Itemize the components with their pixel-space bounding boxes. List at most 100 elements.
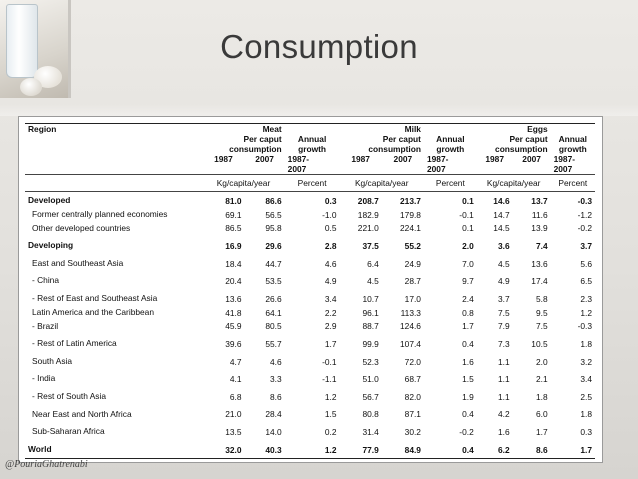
value-cell: 28.7 — [404, 276, 421, 287]
value-cell: -0.2 — [577, 223, 592, 234]
value-cell: 1.9 — [462, 391, 474, 402]
period-label: 2007 — [553, 164, 573, 174]
value-cell: 64.1 — [265, 307, 282, 318]
value-cell: 1.5 — [462, 374, 474, 385]
value-cell: -0.3 — [577, 321, 592, 332]
value-cell: 4.6 — [324, 258, 337, 269]
region-label: Developing — [28, 240, 74, 251]
value-cell: 87.1 — [404, 409, 421, 420]
region-label: Near East and North Africa — [32, 408, 132, 419]
region-label: - Rest of Latin America — [32, 338, 117, 349]
value-cell: 52.3 — [362, 356, 379, 367]
value-cell: 13.6 — [225, 293, 242, 304]
table-row: Latin America and the Caribbean 41.8 64.1 2… — [25, 308, 595, 318]
region-label: - China — [32, 275, 59, 286]
value-cell: 1.6 — [497, 426, 510, 437]
value-cell: 2.3 — [580, 293, 592, 304]
value-cell: 4.5 — [497, 258, 510, 269]
units-row: Kg/capita/year Percent Kg/capita/year Pe… — [25, 174, 595, 192]
value-cell: 28.4 — [265, 409, 282, 420]
period-label: 1987- — [426, 154, 449, 164]
growth-label: growth — [558, 144, 587, 154]
value-cell: 0.4 — [462, 338, 474, 349]
region-label: Latin America and the Caribbean — [32, 307, 154, 318]
per-caput-label: Per caput — [509, 134, 548, 144]
value-cell: 4.7 — [229, 356, 242, 367]
value-cell: 8.6 — [512, 440, 551, 460]
value-cell: 124.6 — [400, 321, 421, 332]
title-divider — [0, 104, 638, 116]
value-cell: 31.4 — [362, 426, 379, 437]
slide-title: Consumption — [220, 28, 418, 65]
value-cell: -1.0 — [322, 209, 337, 220]
value-cell: 8.6 — [270, 391, 282, 402]
table-row: East and Southeast Asia 18.4 44.7 4.6 6.4 24.… — [25, 255, 595, 273]
value-cell: 4.5 — [367, 276, 379, 287]
region-label: - Brazil — [32, 320, 59, 331]
value-cell: 56.7 — [362, 391, 379, 402]
value-cell: 6.8 — [229, 391, 242, 402]
value-cell: 7.3 — [497, 338, 510, 349]
growth-label: growth — [436, 144, 465, 154]
value-cell: 44.7 — [265, 258, 282, 269]
consumption-label: consumption — [368, 144, 421, 154]
value-cell: 7.0 — [462, 258, 474, 269]
table-row: - Brazil 45.9 80.5 2.9 88.7 124.6 1.7 7.9 7.5 -0.… — [25, 318, 595, 336]
value-cell: 1.5 — [324, 409, 337, 420]
milk-glass-image — [6, 4, 38, 78]
value-cell: 30.2 — [404, 426, 421, 437]
value-cell: 0.8 — [462, 307, 474, 318]
value-cell: 14.5 — [493, 223, 510, 234]
value-cell: 5.6 — [580, 258, 592, 269]
value-cell: 1.1 — [497, 374, 510, 385]
value-cell: 56.5 — [265, 209, 282, 220]
value-cell: 224.1 — [400, 223, 421, 234]
table-row: - Rest of Latin America 39.6 55.7 1.7 99.9 10… — [25, 335, 595, 353]
value-cell: 4.6 — [270, 356, 282, 367]
value-cell: 213.7 — [400, 195, 421, 206]
value-cell: 10.7 — [362, 293, 379, 304]
value-cell: 45.9 — [225, 321, 242, 332]
per-caput-label: Per caput — [243, 134, 282, 144]
table-row: Developing 16.9 29.6 2.8 37.5 55.2 2.0 3.6 7.4 3.… — [25, 237, 595, 255]
value-cell: 1.2 — [284, 440, 340, 460]
value-cell: 3.3 — [270, 374, 282, 385]
table-row: - China 20.4 53.5 4.9 4.5 28.7 9.7 4.9 17.4 6.5 — [25, 272, 595, 290]
value-cell: 81.0 — [225, 195, 242, 206]
value-cell: 1.7 — [550, 440, 595, 460]
value-cell: 7.5 — [497, 307, 510, 318]
region-label: Former centrally planned economies — [32, 209, 168, 220]
table-row: Other developed countries 86.5 95.8 0.5 221.… — [25, 220, 595, 238]
value-cell: 99.9 — [362, 338, 379, 349]
value-cell: -0.3 — [577, 195, 592, 206]
value-cell: 14.0 — [265, 426, 282, 437]
value-cell: 32.0 — [202, 440, 245, 460]
region-label: - Rest of East and Southeast Asia — [32, 292, 158, 303]
region-label: South Asia — [32, 355, 73, 366]
annual-label: Annual — [436, 134, 465, 144]
meat-header: Meat — [262, 124, 282, 134]
value-cell: 55.2 — [404, 240, 421, 251]
period-label: 2007 — [426, 164, 446, 174]
value-cell: 6.0 — [535, 409, 548, 420]
value-cell: 20.4 — [225, 276, 242, 287]
value-cell: 40.3 — [244, 440, 285, 460]
region-label: Developed — [28, 195, 71, 205]
value-cell: 1.8 — [535, 391, 548, 402]
value-cell: 4.9 — [497, 276, 510, 287]
value-cell: 3.7 — [497, 293, 510, 304]
value-cell: 86.6 — [265, 195, 282, 206]
value-cell: 0.4 — [462, 409, 474, 420]
year-2007: 2007 — [244, 154, 285, 175]
percent-label: Percent — [550, 174, 595, 192]
value-cell: 17.4 — [531, 276, 548, 287]
year-2007: 2007 — [512, 154, 551, 175]
value-cell: 2.8 — [324, 240, 337, 251]
value-cell: 16.9 — [225, 240, 242, 251]
period-label: 1987- — [553, 154, 576, 164]
table-row: South Asia 4.7 4.6 -0.1 52.3 72.0 1.6 1.1 2.0 3.2 — [25, 353, 595, 371]
value-cell: 113.3 — [400, 307, 421, 318]
value-cell: 1.7 — [462, 321, 474, 332]
consumption-label: consumption — [229, 144, 282, 154]
table-row: - India 4.1 3.3 -1.1 51.0 68.7 1.5 1.1 2.1 3.4 — [25, 370, 595, 388]
